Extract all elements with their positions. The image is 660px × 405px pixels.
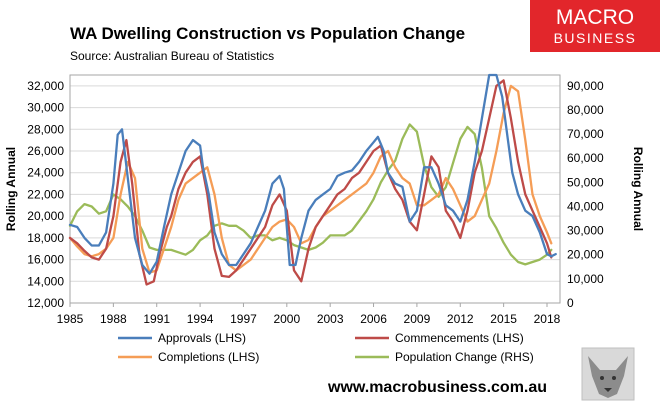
legend-label: Population Change (RHS) — [395, 350, 534, 364]
legend: Approvals (LHS) Commencements (LHS) Comple… — [118, 331, 534, 364]
right-tick-label: 30,000 — [567, 224, 604, 238]
right-tick-label: 60,000 — [567, 151, 604, 165]
x-tick-label: 2009 — [404, 312, 431, 326]
chart-subtitle: Source: Australian Bureau of Statistics — [70, 49, 274, 63]
x-tick-label: 2006 — [360, 312, 387, 326]
legend-label: Commencements (LHS) — [395, 331, 524, 345]
right-tick-label: 40,000 — [567, 199, 604, 213]
x-tick-label: 1997 — [230, 312, 257, 326]
right-tick-label: 0 — [567, 296, 574, 310]
logo-line-1: MACRO — [556, 6, 634, 29]
series-lines — [68, 73, 557, 286]
series-line-population-change-rhs — [68, 123, 553, 266]
x-tick-label: 1985 — [57, 312, 84, 326]
right-tick-label: 20,000 — [567, 248, 604, 262]
right-tick-label: 10,000 — [567, 272, 604, 286]
left-tick-label: 28,000 — [27, 122, 64, 136]
chart-title: WA Dwelling Construction vs Population C… — [70, 24, 465, 43]
left-tick-label: 22,000 — [27, 187, 64, 201]
macrobusiness-logo: MACRO BUSINESS — [530, 0, 660, 52]
plot-area-border — [69, 74, 561, 304]
right-tick-label: 70,000 — [567, 127, 604, 141]
website-url: www.macrobusiness.com.au — [327, 379, 547, 396]
logo-background — [530, 0, 660, 52]
x-tick-label: 1988 — [100, 312, 127, 326]
right-tick-label: 50,000 — [567, 175, 604, 189]
left-tick-label: 14,000 — [27, 274, 64, 288]
gridlines — [70, 85, 560, 304]
left-tick-label: 32,000 — [27, 79, 64, 93]
left-axis-title: Rolling Annual — [4, 147, 18, 231]
left-tick-label: 24,000 — [27, 166, 64, 180]
x-tick-label: 2018 — [534, 312, 561, 326]
left-axis-ticks: 12,000 14,000 16,000 18,000 20,000 22,000 24,0… — [27, 79, 64, 310]
right-tick-label: 90,000 — [567, 79, 604, 93]
logo-line-2: BUSINESS — [554, 30, 637, 46]
left-tick-label: 12,000 — [27, 296, 64, 310]
x-axis-ticks: 1985 1988 1991 1994 1997 2000 2003 2006 2009 2012… — [57, 303, 561, 326]
x-tick-label: 2000 — [273, 312, 300, 326]
left-tick-label: 16,000 — [27, 253, 64, 267]
left-tick-label: 30,000 — [27, 101, 64, 115]
x-tick-label: 2012 — [447, 312, 474, 326]
series-line-approvals-lhs — [68, 73, 557, 275]
x-tick-label: 2003 — [317, 312, 344, 326]
left-tick-label: 20,000 — [27, 209, 64, 223]
right-tick-label: 80,000 — [567, 103, 604, 117]
x-tick-label: 1991 — [143, 312, 170, 326]
legend-label: Completions (LHS) — [158, 350, 259, 364]
wolf-icon — [581, 347, 635, 401]
x-tick-label: 1994 — [187, 312, 214, 326]
series-line-commencements-lhs — [68, 79, 553, 286]
right-axis-title: Rolling Annual — [631, 147, 645, 231]
legend-label: Approvals (LHS) — [158, 331, 246, 345]
left-tick-label: 26,000 — [27, 144, 64, 158]
left-tick-label: 18,000 — [27, 231, 64, 245]
right-axis-ticks: 0 10,000 20,000 30,000 40,000 50,000 60,000 70,… — [567, 79, 604, 310]
x-tick-label: 2015 — [490, 312, 517, 326]
